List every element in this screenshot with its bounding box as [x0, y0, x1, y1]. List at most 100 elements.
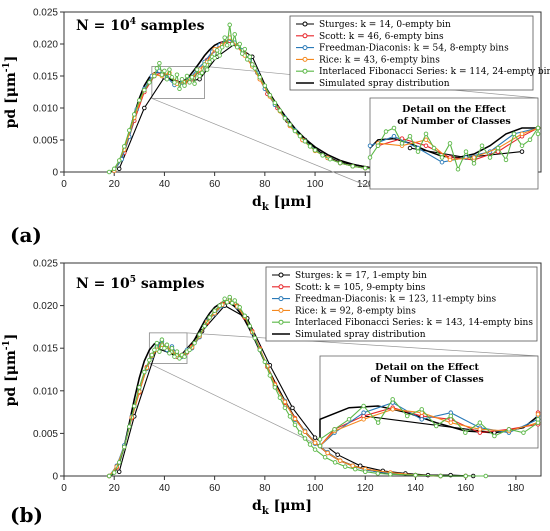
inset-data-point [447, 157, 453, 163]
data-point [162, 345, 167, 351]
data-point [177, 356, 182, 361]
data-point [189, 75, 195, 80]
x-tick-label: 80 [259, 179, 271, 190]
data-point [297, 430, 303, 435]
inset-data-point [519, 131, 525, 137]
legend-swatch-marker [302, 68, 308, 74]
data-point [212, 55, 217, 61]
inset-data-point [434, 423, 439, 429]
data-point [277, 395, 283, 400]
data-point [164, 342, 170, 348]
data-point [463, 473, 468, 479]
ylabel-sup-b: -1 [2, 340, 12, 350]
inset-data-point [471, 161, 477, 166]
data-point [157, 349, 162, 354]
data-point [192, 81, 197, 86]
x-tick-label: 20 [109, 483, 121, 494]
data-point [337, 160, 343, 166]
inset-data-point [367, 155, 373, 160]
ylabel-main-a: pd [μm [3, 72, 19, 128]
data-point [267, 92, 273, 98]
inset-data-point [448, 413, 454, 419]
legend-entry-label: Sturges: k = 17, 1-empty bin [295, 271, 427, 281]
x-tick-label: 160 [457, 483, 474, 494]
data-point [337, 458, 343, 463]
x-tick-label: 120 [357, 483, 374, 494]
data-point [199, 70, 205, 76]
legend-entry-label: Rice: k = 43, 6-empty bins [319, 55, 440, 65]
data-point [192, 340, 197, 346]
legend-swatch-marker [302, 21, 308, 27]
xlabel-unit-b: [μm] [269, 498, 312, 514]
zoom-connector-lower [149, 363, 321, 447]
inset-data-point [375, 143, 381, 148]
annotation-prefix-b: N = 10 [76, 276, 130, 292]
zoom-region-box [151, 66, 205, 99]
legend-swatch-marker [278, 284, 284, 290]
inset-data-point [521, 430, 526, 435]
data-point [229, 41, 235, 47]
inset-data-point [419, 417, 424, 422]
data-point [332, 460, 338, 465]
data-point [252, 335, 258, 341]
x-tick-label: 80 [259, 483, 271, 494]
inset-series-b [317, 397, 541, 449]
data-point [302, 436, 308, 441]
inset-data-point [346, 417, 352, 422]
data-point [224, 43, 230, 48]
inset-data-point [391, 125, 397, 131]
data-point [182, 83, 187, 88]
inset-data-point [361, 410, 366, 415]
annotation-exponent-a: 4 [130, 17, 136, 27]
data-point [116, 469, 122, 474]
legend-entry-label: Interlaced Fibonacci Series: k = 143, 14… [295, 318, 533, 328]
data-point [302, 429, 308, 434]
x-tick-label: 100 [307, 483, 324, 494]
data-point [247, 323, 253, 329]
data-point [287, 414, 293, 419]
data-point [142, 105, 147, 111]
data-point [154, 340, 160, 346]
data-point [322, 455, 328, 460]
x-tick-label: 20 [109, 179, 121, 190]
annotation-suffix-b: samples [136, 276, 205, 292]
data-point [307, 442, 313, 447]
panel-b: 0 20 40 60 80 100 120 140 160 180 0 0.005 0.010 0.015… [2, 259, 542, 527]
data-point [282, 115, 288, 121]
inset-data-point [477, 427, 483, 432]
data-point [137, 385, 142, 390]
y-tick-label: 0 [52, 168, 58, 179]
inset-data-point [415, 149, 421, 154]
data-point [187, 347, 192, 353]
inset-data-point [361, 403, 366, 409]
data-point [350, 163, 355, 169]
legend-entry-label: Sturges: k = 14, 0-empty bin [319, 20, 451, 30]
ylabel-end-a: ] [3, 56, 19, 63]
x-tick-label: 60 [209, 179, 221, 190]
data-point [335, 452, 340, 457]
ylabel-end-b: ] [3, 334, 19, 341]
data-point [327, 156, 333, 162]
inset-data-point [487, 155, 493, 160]
data-point [483, 473, 489, 479]
data-point [272, 100, 278, 106]
inset-data-point [492, 433, 497, 439]
legend-swatch-marker [302, 56, 308, 62]
data-point [320, 153, 325, 158]
inset-title-line1-b: Detail on the Effect [375, 362, 479, 373]
xlabel-sub-a: k [262, 202, 270, 213]
legend-entry-label: Freedman-Diaconis: k = 123, 11-empty bin… [295, 295, 497, 305]
inset-data-point [447, 141, 453, 146]
data-point [202, 62, 207, 67]
data-point [169, 345, 175, 351]
inset-a: Detail on the Effect of Number of Classe… [367, 97, 541, 190]
legend-frame-a [289, 15, 534, 91]
data-point [262, 83, 268, 88]
inset-series-line [319, 398, 539, 446]
data-point [142, 369, 147, 375]
legend-frame-b [265, 266, 538, 342]
inset-data-point [317, 437, 323, 442]
data-point [352, 466, 358, 472]
data-point [219, 44, 225, 50]
data-point [106, 169, 112, 175]
